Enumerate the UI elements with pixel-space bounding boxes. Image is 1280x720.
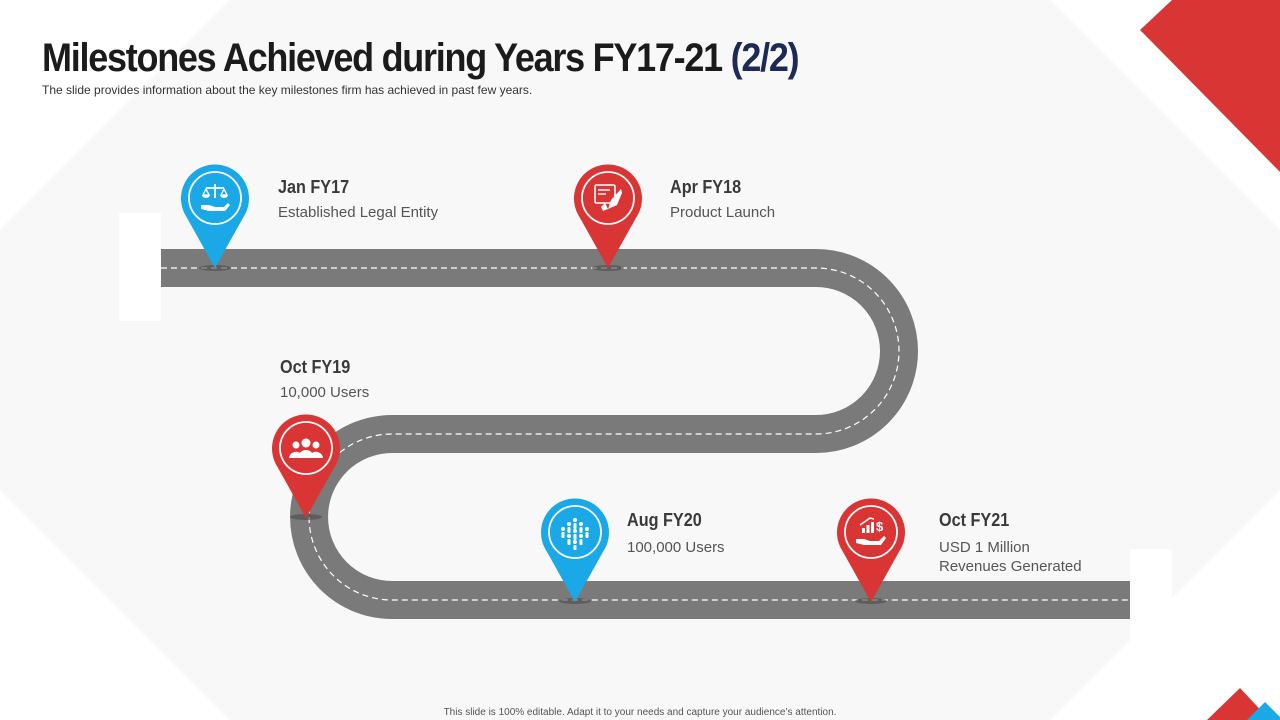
revenue-growth-hand-icon: $ [851, 512, 891, 552]
map-pin-marker [539, 496, 611, 604]
users-group-icon [286, 428, 326, 468]
title-part: (2/2) [730, 36, 800, 80]
map-pin-icon [541, 498, 609, 602]
map-pin-icon [181, 164, 249, 268]
map-pin-marker: $ [835, 496, 907, 604]
milestone-description: 100,000 Users [627, 539, 725, 556]
milestone-description: 10,000 Users [280, 384, 370, 401]
balance-scale-hand-icon [195, 178, 235, 218]
crowd-icon [555, 512, 595, 552]
corner-accent-bottom-right-blue [1247, 702, 1280, 720]
rocket-launch-icon [588, 178, 628, 218]
milestone-date: Oct FY21 [939, 510, 1010, 530]
map-pin-icon [574, 164, 642, 268]
milestone-date: Oct FY19 [280, 357, 351, 377]
milestone-description-line: Revenues Generated [939, 558, 1082, 575]
road-start-marker [119, 213, 161, 321]
map-pin-marker [179, 162, 251, 270]
slide-title: Milestones Achieved during Years FY17-21… [42, 36, 800, 81]
milestone-description: USD 1 Million Revenues Generated [939, 538, 1082, 576]
road-end-marker [1130, 549, 1172, 657]
slide-subtitle: The slide provides information about the… [42, 83, 533, 97]
svg-text:$: $ [876, 519, 884, 534]
footer-note: This slide is 100% editable. Adapt it to… [443, 707, 837, 718]
milestone-description: Product Launch [670, 204, 776, 221]
milestone-date: Aug FY20 [627, 510, 702, 530]
map-pin-icon [272, 414, 340, 518]
map-pin-marker [572, 162, 644, 270]
title-main: Milestones Achieved during Years FY17-21 [42, 36, 723, 80]
corner-accent-bottom-right-red [1207, 688, 1270, 720]
map-pin-marker [270, 412, 342, 520]
map-pin-icon [837, 498, 905, 602]
corner-accent-top-right [1140, 0, 1280, 172]
road-center-line [161, 267, 1130, 601]
milestone-description: Established Legal Entity [278, 204, 439, 221]
milestone-description-line: USD 1 Million [939, 539, 1030, 556]
milestone-date: Apr FY18 [670, 177, 742, 197]
milestone-date: Jan FY17 [278, 177, 350, 197]
